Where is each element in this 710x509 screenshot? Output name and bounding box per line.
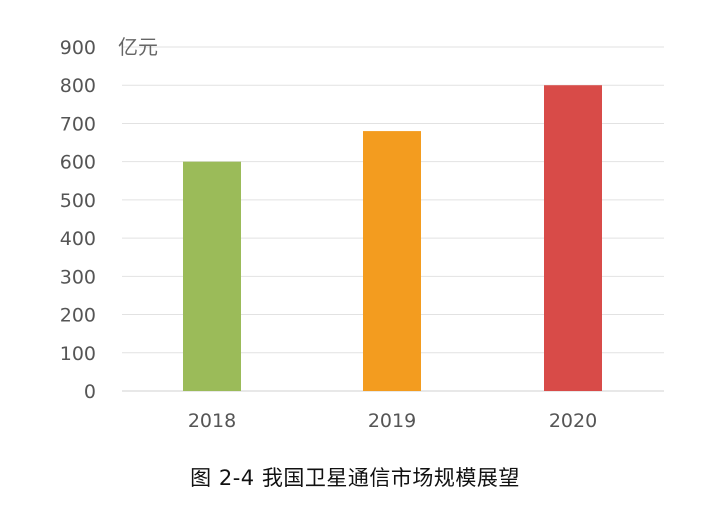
x-tick-label: 2019 xyxy=(368,410,416,432)
y-tick-label: 100 xyxy=(60,343,96,365)
figure-caption: 图 2-4 我国卫星通信市场规模展望 xyxy=(190,466,520,490)
y-tick-label: 0 xyxy=(84,381,96,403)
y-tick-label: 700 xyxy=(60,113,96,135)
bars xyxy=(183,85,602,392)
y-tick-label: 600 xyxy=(60,152,96,174)
bar-2019 xyxy=(363,131,421,392)
y-tick-label: 500 xyxy=(60,190,96,212)
bar-2018 xyxy=(183,161,241,391)
bar-2020 xyxy=(544,85,602,391)
y-tick-label: 200 xyxy=(60,305,96,327)
y-axis-ticks: 0 100 200 300 400 500 600 700 800 900 xyxy=(60,37,96,403)
y-tick-label: 300 xyxy=(60,266,96,288)
y-tick-label: 800 xyxy=(60,75,96,97)
x-axis-labels: 2018 2019 2020 xyxy=(188,410,597,432)
x-tick-label: 2020 xyxy=(549,410,597,432)
y-tick-label: 900 xyxy=(60,37,96,59)
y-tick-label: 400 xyxy=(60,228,96,250)
bar-chart: 0 100 200 300 400 500 600 700 800 900 亿元 2018 2019… xyxy=(60,35,664,432)
x-tick-label: 2018 xyxy=(188,410,236,432)
y-axis-unit: 亿元 xyxy=(118,35,158,59)
